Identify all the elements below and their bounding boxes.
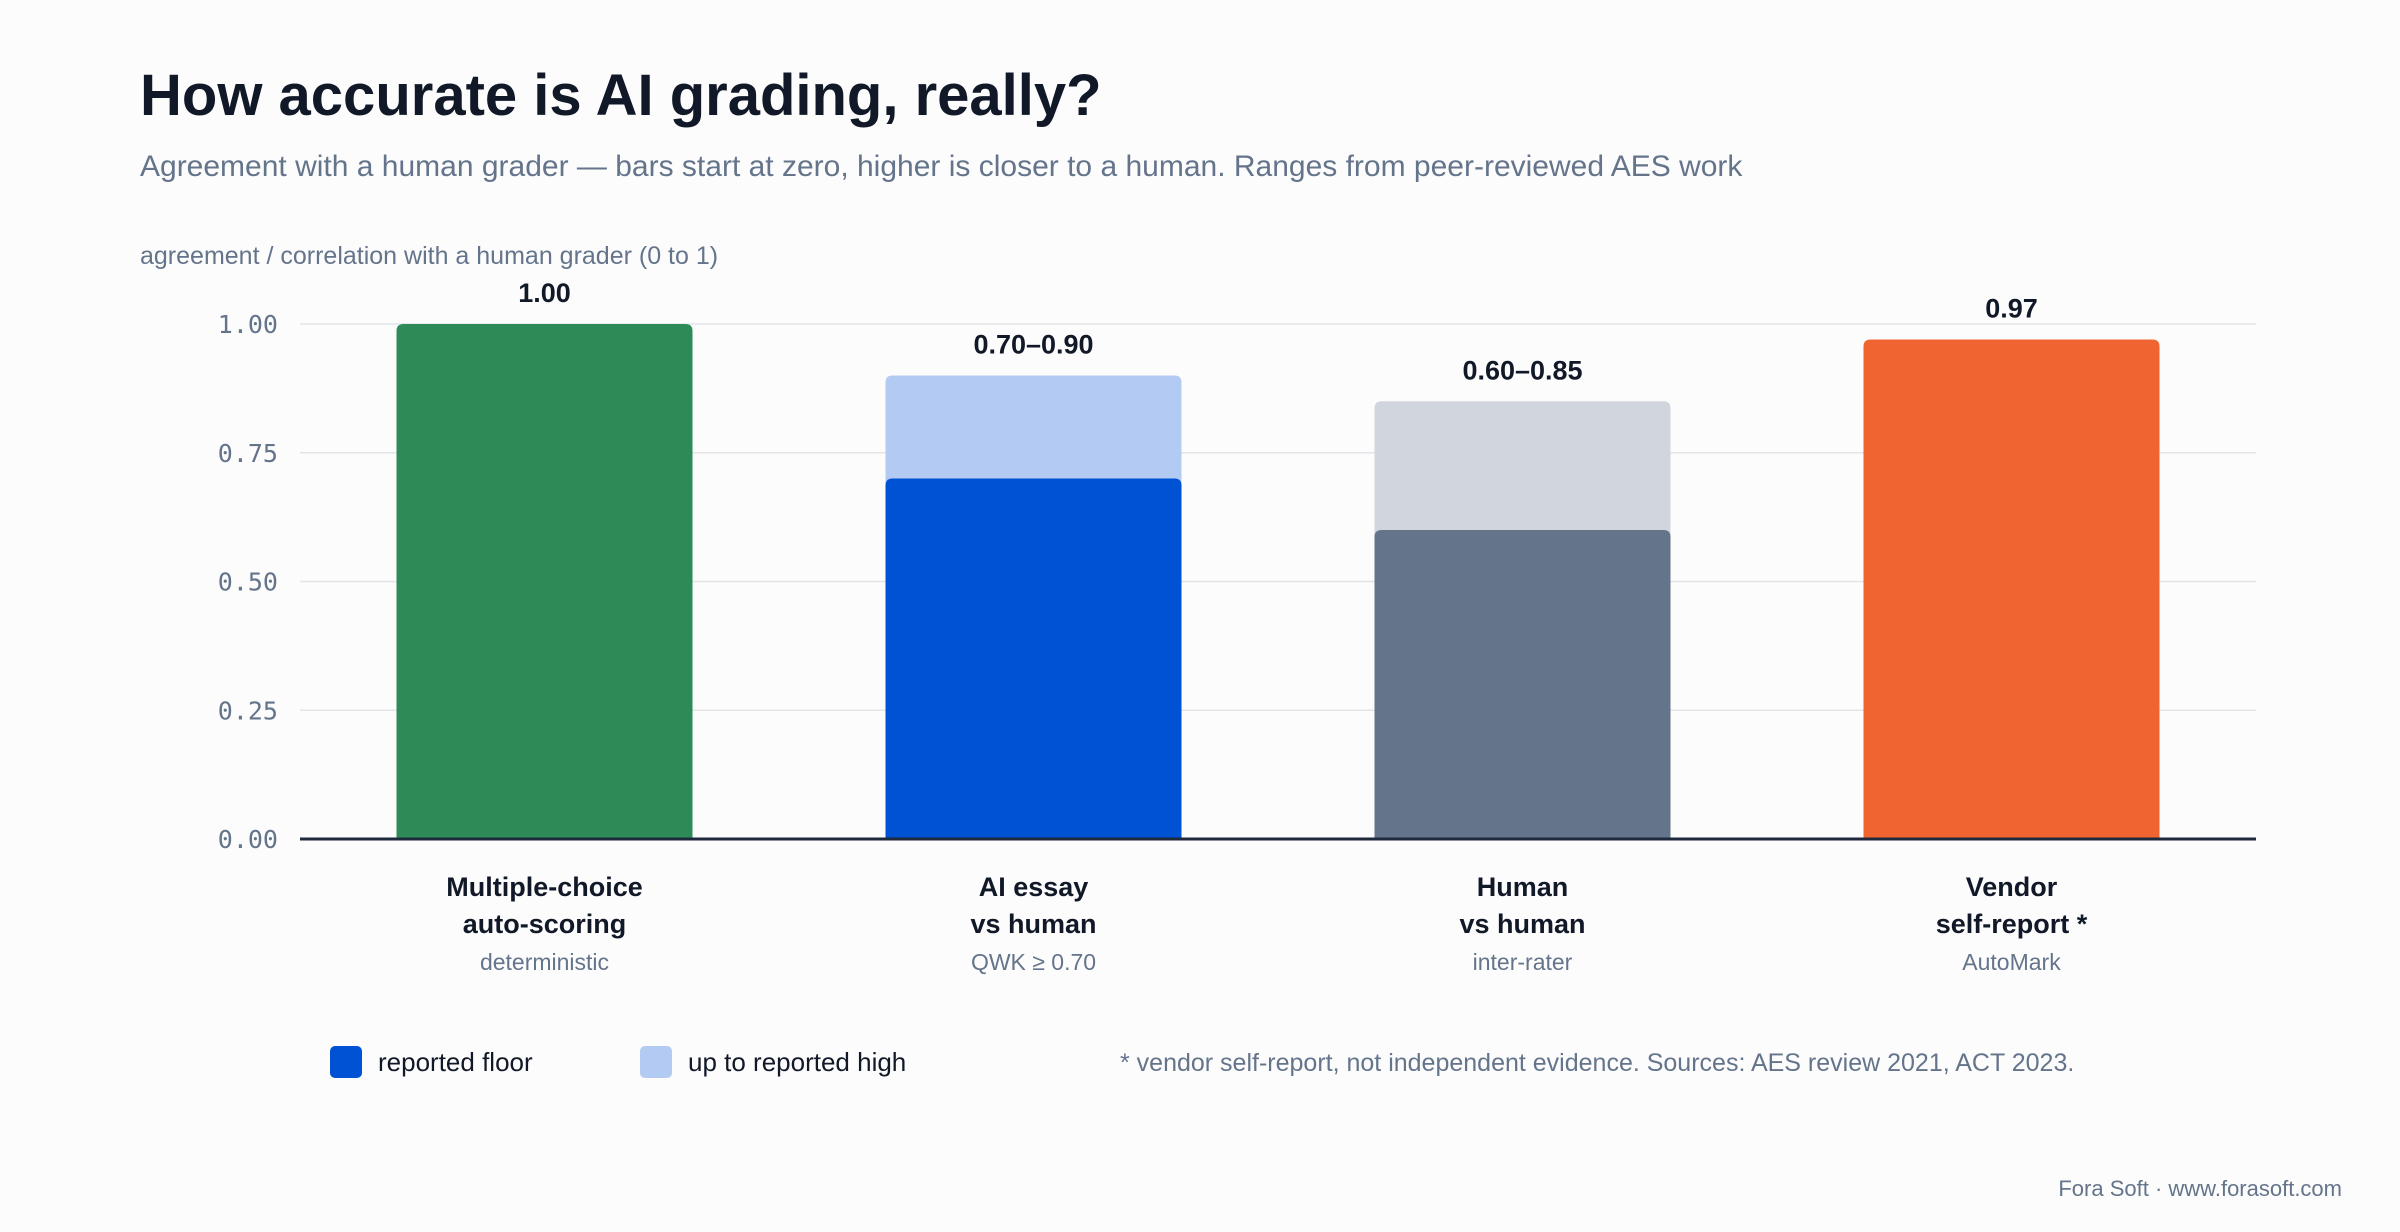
bar-value-label: 0.97 bbox=[1985, 293, 2038, 323]
y-axis-label: agreement / correlation with a human gra… bbox=[140, 242, 718, 270]
y-tick-label: 1.00 bbox=[218, 310, 278, 339]
category-label: auto-scoring bbox=[463, 909, 627, 939]
bar-value-label: 1.00 bbox=[518, 278, 571, 308]
bar-value-label: 0.60–0.85 bbox=[1462, 355, 1582, 385]
credit: Fora Soft · www.forasoft.com bbox=[2058, 1176, 2342, 1201]
bar-floor bbox=[396, 324, 693, 839]
category-label: Multiple-choice bbox=[446, 872, 643, 902]
footnote: * vendor self-report, not independent ev… bbox=[1120, 1049, 2075, 1077]
bar-value-label: 0.70–0.90 bbox=[973, 330, 1093, 360]
legend-label-floor: reported floor bbox=[378, 1046, 533, 1077]
bar-chart: agreement / correlation with a human gra… bbox=[140, 242, 2256, 975]
category-label: vs human bbox=[1459, 909, 1585, 939]
y-tick-label: 0.00 bbox=[218, 825, 278, 854]
legend-item-reported-high: up to reported high bbox=[640, 1046, 906, 1078]
bar-floor bbox=[1863, 339, 2160, 839]
category-sublabel: inter-rater bbox=[1473, 949, 1573, 975]
value-labels: 1.00 0.70–0.90 0.60–0.85 0.97 bbox=[518, 278, 2038, 385]
y-tick-label: 0.75 bbox=[218, 439, 278, 468]
legend-swatch-floor bbox=[330, 1046, 362, 1078]
legend-item-reported-floor: reported floor bbox=[330, 1046, 533, 1078]
chart-title: How accurate is AI grading, really? bbox=[140, 63, 1102, 128]
category-labels: Multiple-choice auto-scoring deterministic… bbox=[446, 872, 2088, 975]
bar-floor bbox=[1374, 530, 1671, 839]
category-label: self-report * bbox=[1936, 909, 2088, 939]
bars bbox=[396, 324, 2160, 839]
category-sublabel: AutoMark bbox=[1962, 949, 2061, 975]
chart-subtitle: Agreement with a human grader — bars sta… bbox=[140, 150, 1743, 183]
y-tick-label: 0.50 bbox=[218, 568, 278, 597]
y-tick-label: 0.25 bbox=[218, 696, 278, 725]
y-axis-ticks: 0.00 0.25 0.50 0.75 1.00 bbox=[218, 310, 278, 854]
category-label: Vendor bbox=[1966, 872, 2058, 902]
bar-floor bbox=[885, 478, 1182, 839]
category-label: vs human bbox=[970, 909, 1096, 939]
category-label: AI essay bbox=[979, 872, 1089, 902]
category-label: Human bbox=[1477, 872, 1569, 902]
legend-label-high: up to reported high bbox=[688, 1046, 907, 1077]
category-sublabel: QWK ≥ 0.70 bbox=[971, 949, 1096, 975]
legend-swatch-high bbox=[640, 1046, 672, 1078]
category-sublabel: deterministic bbox=[480, 949, 609, 975]
